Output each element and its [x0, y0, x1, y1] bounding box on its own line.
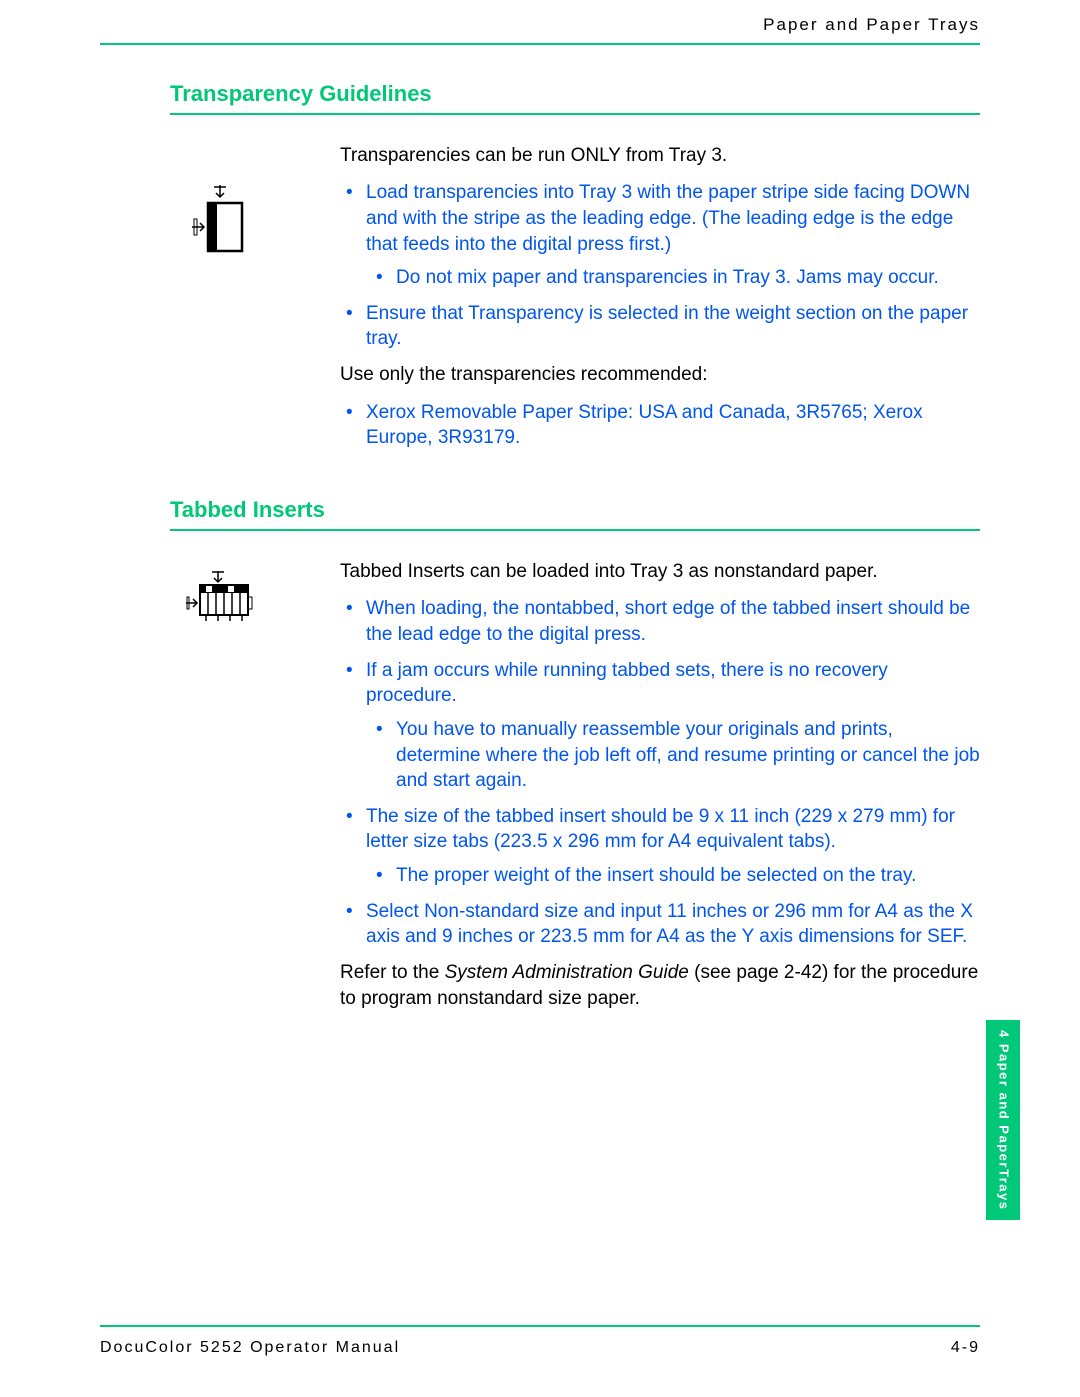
list-text: If a jam occurs while running tabbed set… — [366, 660, 888, 707]
header-rule — [100, 43, 980, 45]
footer-manual-title: DocuColor 5252 Operator Manual — [100, 1337, 400, 1359]
icon-column — [100, 559, 340, 625]
side-tab-line2: Trays — [995, 1169, 1012, 1210]
text-column: Transparencies can be run ONLY from Tray… — [340, 143, 980, 461]
list-text: The size of the tabbed insert should be … — [366, 806, 955, 853]
list-item: Ensure that Transparency is selected in … — [340, 301, 980, 352]
running-header: Paper and Paper Trays — [100, 14, 980, 43]
paragraph: Transparencies can be run ONLY from Tray… — [340, 143, 980, 169]
paragraph: Refer to the System Administration Guide… — [340, 960, 980, 1011]
list-item: When loading, the nontabbed, short edge … — [340, 596, 980, 647]
paper-orientation-icon — [190, 183, 250, 263]
list-item: Xerox Removable Paper Stripe: USA and Ca… — [340, 400, 980, 451]
section-heading-transparency: Transparency Guidelines — [170, 79, 980, 115]
footer-page-number: 4-9 — [951, 1337, 980, 1359]
list-item: You have to manually reassemble your ori… — [366, 717, 980, 794]
list-item: If a jam occurs while running tabbed set… — [340, 658, 980, 794]
list-item: The size of the tabbed insert should be … — [340, 804, 980, 889]
section-transparency-body: Transparencies can be run ONLY from Tray… — [100, 143, 980, 461]
bullet-list: Load transparencies into Tray 3 with the… — [340, 180, 980, 352]
text-italic: System Administration Guide — [445, 962, 689, 983]
page-footer: DocuColor 5252 Operator Manual 4-9 — [100, 1337, 980, 1359]
icon-column — [100, 143, 340, 263]
footer-rule — [100, 1325, 980, 1327]
tabbed-insert-icon — [184, 569, 256, 625]
paragraph: Use only the transparencies recommended: — [340, 362, 980, 388]
bullet-list: When loading, the nontabbed, short edge … — [340, 596, 980, 950]
list-item: Load transparencies into Tray 3 with the… — [340, 180, 980, 291]
section-heading-tabbed: Tabbed Inserts — [170, 495, 980, 531]
list-item: Do not mix paper and transparencies in T… — [366, 265, 980, 291]
bullet-list: Xerox Removable Paper Stripe: USA and Ca… — [340, 400, 980, 451]
list-text: Load transparencies into Tray 3 with the… — [366, 182, 970, 254]
chapter-side-tab: 4 Paper and Paper Trays — [986, 1020, 1020, 1220]
page: Paper and Paper Trays Transparency Guide… — [0, 0, 1080, 1397]
paragraph: Tabbed Inserts can be loaded into Tray 3… — [340, 559, 980, 585]
text-span: Refer to the — [340, 962, 445, 983]
text-column: Tabbed Inserts can be loaded into Tray 3… — [340, 559, 980, 1024]
list-item: Select Non-standard size and input 11 in… — [340, 899, 980, 950]
side-tab-line1: 4 Paper and Paper — [995, 1030, 1012, 1169]
section-tabbed-body: Tabbed Inserts can be loaded into Tray 3… — [100, 559, 980, 1024]
list-item: The proper weight of the insert should b… — [366, 863, 980, 889]
